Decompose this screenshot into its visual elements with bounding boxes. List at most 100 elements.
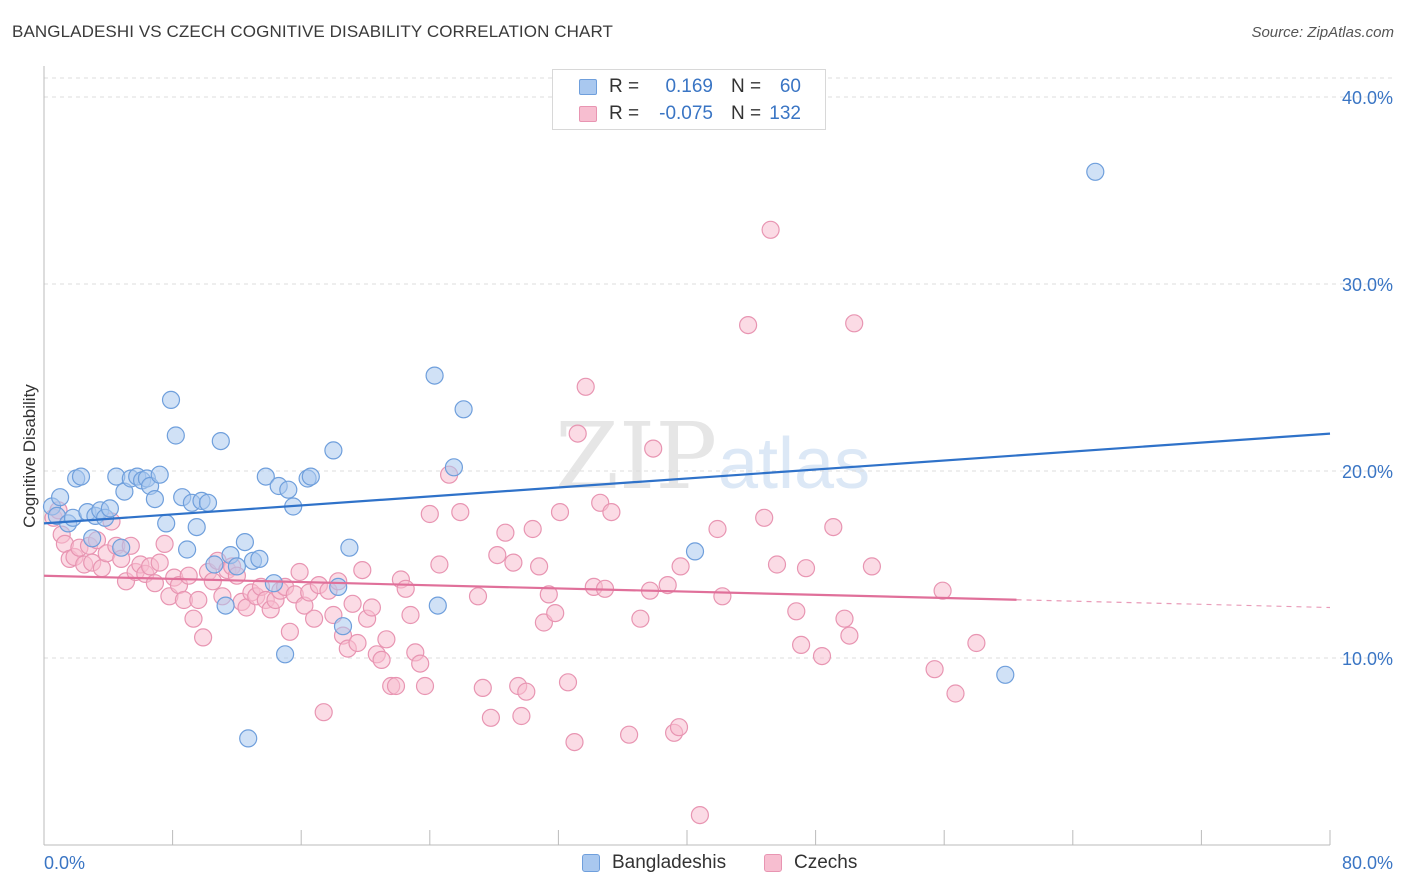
- czech-point: [840, 626, 859, 645]
- czech-point: [576, 377, 595, 396]
- czech-point: [386, 676, 406, 696]
- czech-point: [512, 706, 531, 726]
- bangladeshi-trend-line: [43, 432, 1331, 525]
- czech-trend-line: [43, 574, 1017, 601]
- czech-point: [539, 585, 558, 604]
- czech-point: [565, 732, 584, 752]
- czech-point: [933, 581, 952, 600]
- czech-point: [550, 502, 570, 522]
- y-tick-label: 20.0%: [1342, 462, 1393, 482]
- czech-point: [372, 650, 391, 670]
- czech-point: [481, 708, 500, 727]
- czech-point: [835, 609, 854, 628]
- watermark-zip: ZIP: [555, 403, 717, 510]
- czech-point: [619, 725, 639, 744]
- czech-point: [189, 590, 208, 610]
- czech-point: [377, 630, 396, 649]
- bangladeshi-swatch: [579, 79, 597, 95]
- r-value: -0.075: [659, 103, 713, 124]
- bangladeshi-point: [178, 540, 197, 559]
- czech-point: [946, 684, 965, 703]
- trend-lines: [43, 432, 1331, 609]
- czech-point: [558, 673, 578, 692]
- czech-point: [184, 609, 203, 628]
- bangladeshi-point: [685, 542, 705, 561]
- czech-point: [290, 562, 309, 582]
- czech-point: [862, 557, 882, 576]
- bangladeshi-point: [50, 488, 70, 507]
- czech-trend-line-extension: [1016, 599, 1331, 609]
- czech-point: [669, 718, 689, 737]
- czech-point: [496, 523, 515, 542]
- czech-point: [529, 557, 549, 576]
- bangladeshi-point: [425, 366, 444, 385]
- czech-point: [690, 805, 710, 825]
- bangladeshi-point: [454, 400, 473, 419]
- gridlines: [44, 77, 1395, 659]
- x-tick-label: 0.0%: [44, 853, 85, 873]
- bangladeshis-swatch: [582, 854, 600, 872]
- y-tick-label: 30.0%: [1342, 275, 1393, 295]
- czech-point: [179, 566, 198, 585]
- czech-point: [194, 628, 213, 647]
- czech-point: [925, 660, 944, 679]
- y-tick-label: 40.0%: [1342, 88, 1393, 108]
- czech-point: [343, 594, 362, 613]
- bangladeshi-points: [42, 162, 1105, 748]
- bangladeshi-point: [205, 555, 224, 574]
- czech-point: [150, 553, 169, 572]
- watermark-atlas: atlas: [718, 424, 870, 504]
- czech-point: [305, 609, 324, 628]
- czech-point: [845, 314, 864, 333]
- czech-point: [796, 559, 816, 578]
- n-label: N =: [731, 103, 762, 124]
- y-tick-label: 10.0%: [1342, 649, 1393, 669]
- bangladeshi-point: [324, 441, 343, 460]
- legend-row-bangladeshi: R = 0.169 N = 60: [553, 75, 825, 99]
- bangladeshi-point: [329, 577, 348, 597]
- r-value: 0.169: [665, 76, 713, 97]
- source-note: Source: ZipAtlas.com: [1251, 24, 1394, 41]
- bangladeshi-point: [235, 532, 254, 552]
- bangladeshi-point: [996, 665, 1015, 684]
- legend-label: Czechs: [794, 852, 858, 873]
- czech-point: [430, 555, 449, 574]
- czech-point: [755, 508, 774, 527]
- czech-point: [631, 609, 650, 628]
- bangladeshi-point: [301, 467, 320, 486]
- bangladeshi-point: [157, 514, 176, 533]
- czech-point: [155, 534, 174, 554]
- czechs-swatch: [764, 854, 782, 872]
- czech-point: [348, 633, 367, 653]
- bangladeshi-point: [150, 465, 169, 484]
- czech-point: [517, 682, 536, 701]
- legend-row-czech: R = -0.075 N = 132: [553, 102, 825, 126]
- bangladeshi-point: [166, 426, 185, 445]
- bangladeshi-point: [227, 557, 246, 576]
- czech-point: [401, 605, 420, 625]
- bangladeshi-point: [145, 490, 164, 509]
- czech-point: [708, 519, 727, 539]
- n-value: 60: [779, 76, 801, 97]
- czech-point: [713, 587, 732, 606]
- czech-point: [451, 502, 470, 522]
- czech-point: [546, 603, 565, 623]
- n-label: N =: [731, 76, 762, 97]
- czech-point: [353, 560, 372, 580]
- czech-point: [280, 622, 299, 641]
- czech-point: [602, 502, 621, 522]
- czech-point: [791, 635, 811, 655]
- bangladeshi-point: [187, 517, 206, 537]
- czech-point: [767, 555, 787, 574]
- bangladeshi-point: [198, 493, 218, 512]
- chart-title: BANGLADESHI VS CZECH COGNITIVE DISABILIT…: [12, 22, 614, 41]
- czech-point: [523, 519, 542, 539]
- bangladeshi-point: [1086, 162, 1105, 181]
- bangladeshi-point: [444, 458, 463, 477]
- czech-point: [644, 439, 663, 458]
- czech-point: [658, 575, 677, 595]
- czech-point: [415, 676, 435, 696]
- czech-point: [203, 572, 222, 591]
- bangladeshi-point: [340, 538, 359, 557]
- czech-point: [314, 703, 333, 722]
